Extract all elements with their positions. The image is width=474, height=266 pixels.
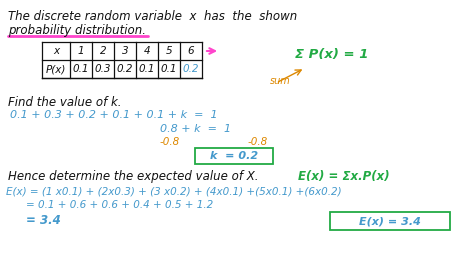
Text: 0.1: 0.1	[73, 64, 89, 74]
Text: probability distribution.: probability distribution.	[8, 24, 146, 37]
Text: E(x) = 3.4: E(x) = 3.4	[359, 216, 421, 226]
Bar	[330, 212, 450, 230]
Text: 0.1 + 0.3 + 0.2 + 0.1 + 0.1 + k  =  1: 0.1 + 0.3 + 0.2 + 0.1 + 0.1 + k = 1	[10, 110, 218, 120]
Text: E(x) = (1 x0.1) + (2x0.3) + (3 x0.2) + (4x0.1) +(5x0.1) +(6x0.2): E(x) = (1 x0.1) + (2x0.3) + (3 x0.2) + (…	[6, 186, 342, 196]
Text: k  = 0.2: k = 0.2	[210, 151, 258, 161]
Text: x: x	[53, 46, 59, 56]
Text: E(x) = Σx.P(x): E(x) = Σx.P(x)	[298, 170, 390, 183]
Text: 3: 3	[122, 46, 128, 56]
Text: 0.1: 0.1	[161, 64, 177, 74]
Text: 6: 6	[188, 46, 194, 56]
Text: P(x): P(x)	[46, 64, 66, 74]
Text: -0.8: -0.8	[160, 137, 180, 147]
Text: Σ P(x) = 1: Σ P(x) = 1	[295, 48, 368, 61]
Text: 0.2: 0.2	[183, 64, 199, 74]
Text: = 3.4: = 3.4	[26, 214, 61, 227]
Text: 5: 5	[166, 46, 173, 56]
Text: Hence determine the expected value of X.: Hence determine the expected value of X.	[8, 170, 258, 183]
Text: 0.2: 0.2	[117, 64, 133, 74]
Text: sum: sum	[270, 76, 291, 86]
Text: Find the value of k.: Find the value of k.	[8, 96, 121, 109]
Text: 0.1: 0.1	[139, 64, 155, 74]
Text: = 0.1 + 0.6 + 0.6 + 0.4 + 0.5 + 1.2: = 0.1 + 0.6 + 0.6 + 0.4 + 0.5 + 1.2	[26, 200, 213, 210]
Text: -0.8: -0.8	[248, 137, 268, 147]
Bar	[195, 148, 273, 164]
Text: 0.3: 0.3	[95, 64, 111, 74]
Text: 0.8 + k  =  1: 0.8 + k = 1	[160, 124, 231, 134]
Text: The discrete random variable  x  has  the  shown: The discrete random variable x has the s…	[8, 10, 297, 23]
Text: 4: 4	[144, 46, 150, 56]
Text: 1: 1	[78, 46, 84, 56]
Text: 2: 2	[100, 46, 106, 56]
